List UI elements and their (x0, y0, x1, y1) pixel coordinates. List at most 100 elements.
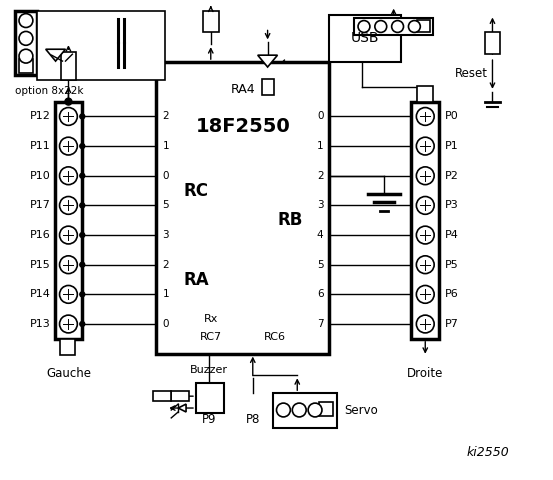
Text: RB: RB (277, 211, 302, 229)
Circle shape (80, 144, 85, 149)
Text: USB: USB (351, 31, 379, 46)
Circle shape (392, 21, 404, 33)
Text: P4: P4 (445, 230, 459, 240)
Bar (15, 11, 37, 75)
Bar (60, 52, 76, 80)
Text: RA: RA (183, 271, 208, 288)
Bar (153, 391, 171, 401)
Circle shape (416, 167, 434, 185)
Text: option 8x22k: option 8x22k (15, 86, 84, 96)
Circle shape (60, 196, 77, 214)
Bar (60, 339, 75, 355)
Bar (37, 11, 165, 80)
Bar (203, 11, 218, 33)
Circle shape (80, 292, 85, 297)
Text: Rx: Rx (204, 314, 218, 324)
Text: 5: 5 (317, 260, 324, 270)
Circle shape (60, 108, 77, 125)
Text: P9: P9 (201, 413, 216, 426)
Bar (484, 33, 500, 54)
Circle shape (80, 173, 85, 178)
Text: P16: P16 (30, 230, 51, 240)
Bar (354, 18, 433, 36)
Text: 5: 5 (163, 201, 169, 210)
Text: 0: 0 (163, 171, 169, 181)
Text: ki2550: ki2550 (466, 446, 509, 459)
Circle shape (416, 108, 434, 125)
Text: P15: P15 (30, 260, 51, 270)
Circle shape (19, 32, 33, 45)
Circle shape (60, 226, 77, 244)
Circle shape (375, 21, 387, 33)
Circle shape (60, 256, 77, 274)
Text: 2: 2 (163, 260, 169, 270)
Bar (45, 24, 66, 37)
Text: P12: P12 (30, 111, 51, 121)
Text: Reset: Reset (455, 68, 488, 81)
Text: 2: 2 (317, 171, 324, 181)
Circle shape (60, 137, 77, 155)
Text: 2: 2 (163, 111, 169, 121)
Text: RC: RC (184, 181, 208, 200)
Circle shape (293, 403, 306, 417)
Text: Servo: Servo (345, 404, 378, 417)
Circle shape (19, 13, 33, 27)
Bar (273, 393, 337, 428)
Text: P17: P17 (30, 201, 51, 210)
Text: P10: P10 (30, 171, 51, 181)
Text: Droite: Droite (407, 367, 444, 380)
Circle shape (80, 262, 85, 267)
Text: 1: 1 (163, 289, 169, 300)
Bar (19, 59, 33, 73)
Text: P1: P1 (445, 141, 459, 151)
Text: 0: 0 (317, 111, 324, 121)
Circle shape (60, 167, 77, 185)
Circle shape (65, 98, 72, 105)
Circle shape (416, 256, 434, 274)
Polygon shape (46, 49, 65, 61)
Text: Gauche: Gauche (46, 367, 91, 380)
Bar (411, 102, 439, 339)
Bar (196, 384, 223, 413)
Text: 6: 6 (317, 289, 324, 300)
Text: 3: 3 (163, 230, 169, 240)
Circle shape (80, 203, 85, 208)
Circle shape (416, 286, 434, 303)
Polygon shape (258, 55, 278, 67)
Text: 7: 7 (317, 319, 324, 329)
Text: P11: P11 (30, 141, 51, 151)
Circle shape (80, 233, 85, 238)
Text: P8: P8 (246, 413, 260, 426)
Bar (319, 402, 333, 416)
Text: RA4: RA4 (231, 83, 255, 96)
Bar (55, 102, 82, 339)
Circle shape (358, 21, 370, 33)
Text: P7: P7 (445, 319, 459, 329)
Text: 1: 1 (317, 141, 324, 151)
Bar (330, 14, 400, 62)
Text: P0: P0 (445, 111, 459, 121)
Bar (262, 79, 274, 95)
Text: 1: 1 (163, 141, 169, 151)
Circle shape (416, 137, 434, 155)
Text: RC7: RC7 (200, 332, 222, 342)
Circle shape (276, 403, 290, 417)
Bar (156, 62, 330, 354)
Circle shape (416, 226, 434, 244)
Text: P13: P13 (30, 319, 51, 329)
Circle shape (19, 49, 33, 63)
Polygon shape (178, 404, 186, 412)
Circle shape (409, 21, 420, 33)
Bar (418, 20, 430, 33)
Text: P14: P14 (30, 289, 51, 300)
Text: Buzzer: Buzzer (190, 365, 228, 375)
Bar (418, 86, 433, 102)
Circle shape (416, 196, 434, 214)
Circle shape (60, 315, 77, 333)
Circle shape (416, 315, 434, 333)
Text: 4: 4 (317, 230, 324, 240)
Text: P2: P2 (445, 171, 459, 181)
Text: P3: P3 (445, 201, 459, 210)
Text: 3: 3 (317, 201, 324, 210)
Bar (171, 391, 189, 401)
